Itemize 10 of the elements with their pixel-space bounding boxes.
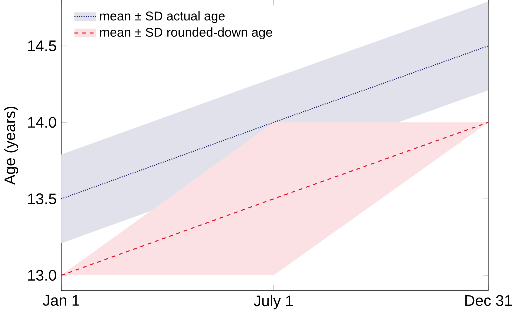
x-tick-label: Dec 31	[466, 295, 512, 306]
y-tick-label: 14.0	[28, 117, 56, 128]
x-tick-label: Jan 1	[43, 295, 80, 306]
legend-label: mean ± SD rounded-down age	[100, 28, 272, 40]
y-axis-title: Age (years)	[4, 107, 19, 186]
x-tick-label: July 1	[254, 295, 294, 310]
legend-label: mean ± SD actual age	[100, 11, 225, 24]
y-tick-label: 13.0	[28, 270, 56, 282]
y-tick-label: 13.5	[28, 194, 56, 205]
y-tick-label: 14.5	[28, 40, 56, 52]
